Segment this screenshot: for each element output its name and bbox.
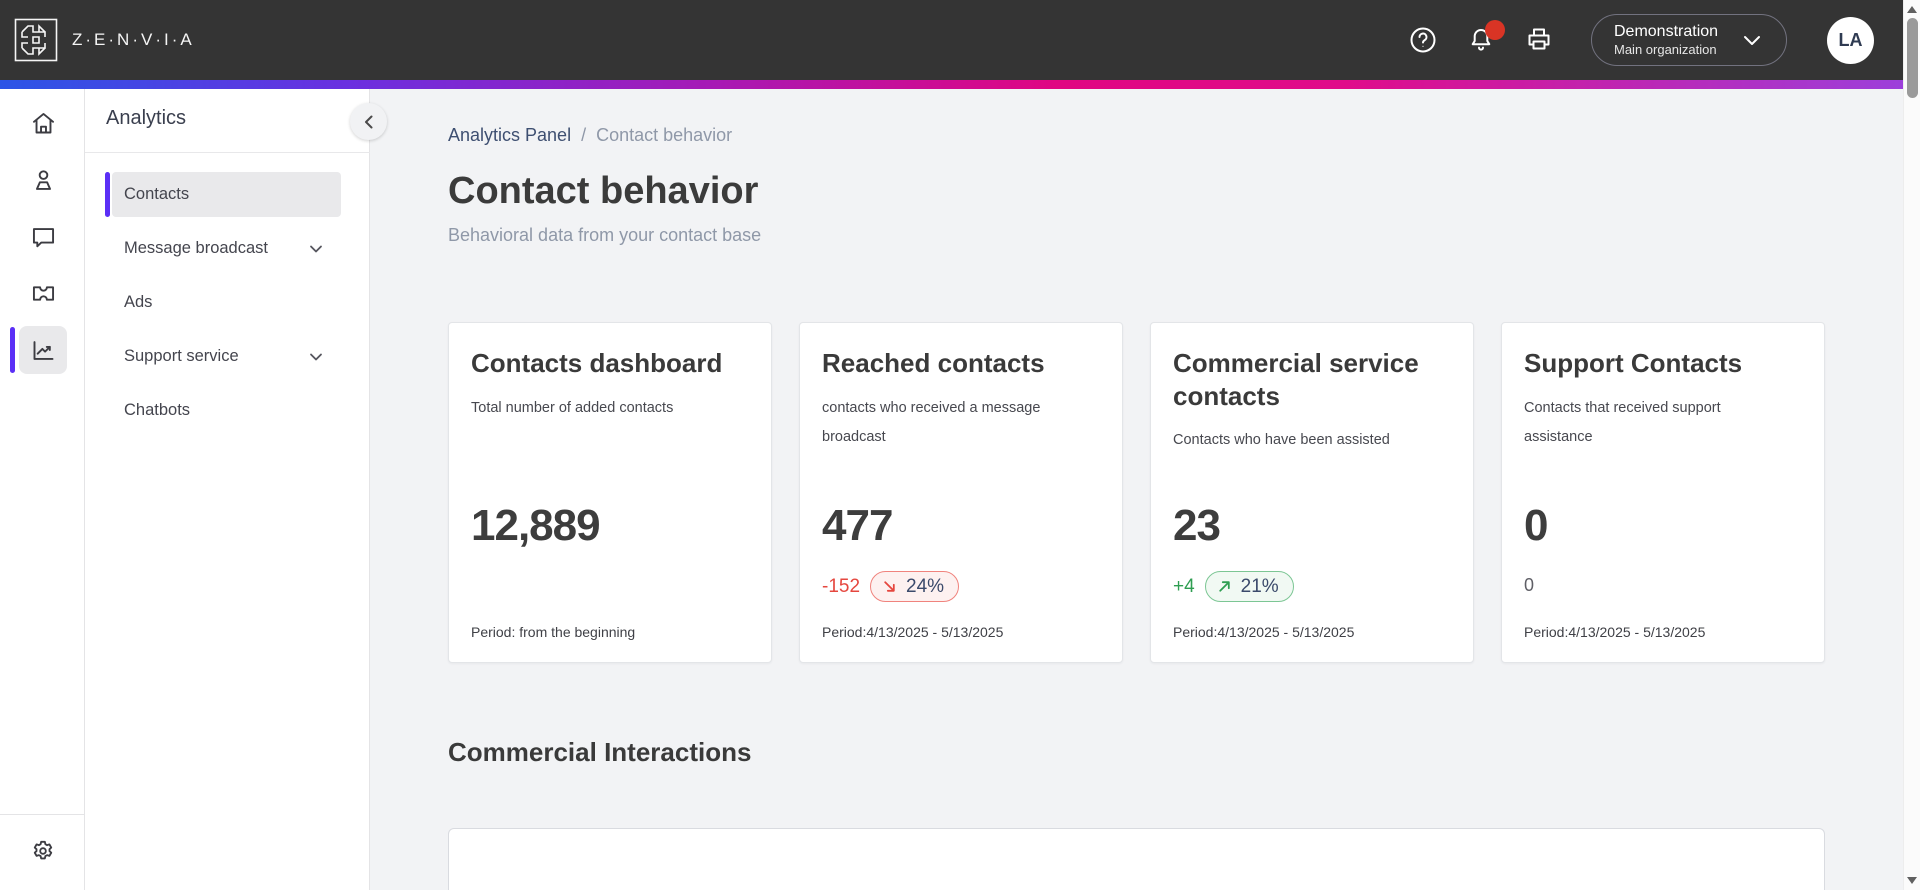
trend-badge: 21% [1204, 571, 1294, 602]
line-chart-icon [33, 340, 53, 360]
card-period: Period: from the beginning [471, 624, 636, 640]
organization-switcher[interactable]: Demonstration Main organization [1591, 14, 1787, 66]
rail-item-settings[interactable] [19, 827, 67, 875]
panel-item-label: Contacts [124, 185, 190, 203]
panel-nav: Contacts Message broadcast Ads Support s… [85, 172, 370, 442]
chevron-down-icon [310, 245, 322, 253]
panel-item-support-service[interactable]: Support service [112, 334, 341, 379]
card-delta-row: -152 24% [822, 571, 960, 602]
panel-item-label: Chatbots [124, 401, 191, 419]
card-title: Support Contacts [1524, 348, 1743, 378]
chevron-left-icon [364, 115, 372, 128]
help-icon [1410, 27, 1436, 53]
trend-up-icon [1218, 581, 1230, 592]
delta-value: +4 [1173, 575, 1195, 597]
zenvia-logo-icon [14, 18, 58, 62]
collapse-panel-button[interactable] [350, 103, 387, 140]
trend-badge: 24% [870, 571, 960, 602]
print-button[interactable] [1517, 18, 1561, 62]
card-contacts-dashboard: Contacts dashboard Total number of added… [448, 322, 772, 663]
organization-name: Demonstration [1614, 22, 1719, 40]
rail-item-conversations[interactable] [19, 213, 67, 261]
panel-item-label: Support service [124, 347, 239, 365]
printer-icon [1528, 28, 1550, 50]
breadcrumb-current: Contact behavior [596, 125, 733, 145]
commercial-interactions-card [448, 828, 1825, 890]
card-reached-contacts: Reached contacts contacts who received a… [799, 322, 1123, 663]
card-delta-row: +4 21% [1173, 571, 1294, 602]
page-scrollbar[interactable] [1903, 0, 1920, 890]
rail-divider [0, 814, 85, 815]
card-value: 477 [822, 501, 893, 550]
scrollbar-up-arrow[interactable] [1907, 6, 1917, 13]
page-subtitle: Behavioral data from your contact base [448, 225, 762, 245]
trend-percent: 24% [906, 575, 945, 597]
card-period: Period:4/13/2025 - 5/13/2025 [822, 624, 1004, 640]
chat-bubble-icon [32, 227, 54, 247]
organization-subtitle: Main organization [1614, 41, 1717, 57]
rail-item-contacts[interactable] [19, 156, 67, 204]
card-description: contacts who received a message broadcas… [822, 399, 1041, 445]
help-button[interactable] [1401, 18, 1445, 62]
trend-percent: 21% [1240, 575, 1279, 597]
card-description: Contacts who have been assisted [1173, 432, 1390, 448]
section-title-commercial-interactions: Commercial Interactions [448, 737, 752, 767]
page-title: Contact behavior [448, 170, 759, 212]
brand-gradient-bar [0, 80, 1920, 89]
person-icon [35, 169, 51, 190]
card-period: Period:4/13/2025 - 5/13/2025 [1524, 624, 1706, 640]
card-support-contacts: Support Contacts Contacts that received … [1501, 322, 1825, 663]
card-description: Contacts that received support assistanc… [1524, 399, 1721, 445]
card-value: 12,889 [471, 501, 601, 550]
chevron-down-icon [310, 353, 322, 361]
stat-cards-row: Contacts dashboard Total number of added… [448, 322, 1825, 663]
ticket-icon [32, 285, 54, 301]
trend-down-icon [884, 581, 895, 592]
card-title: Commercial service contacts [1173, 348, 1419, 411]
panel-item-message-broadcast[interactable]: Message broadcast [112, 226, 341, 271]
notification-badge [1485, 20, 1505, 40]
panel-item-ads[interactable]: Ads [112, 280, 341, 325]
main-content: Analytics Panel / Contact behavior Conta… [370, 89, 1920, 890]
rail-item-tickets[interactable] [19, 269, 67, 317]
active-rail-indicator [10, 327, 15, 373]
panel-divider [85, 152, 370, 153]
card-title: Reached contacts [822, 348, 1045, 378]
bell-icon [1471, 29, 1491, 51]
analytics-panel: Analytics Contacts Message broadcast Ads… [85, 89, 387, 890]
scrollbar-down-arrow[interactable] [1907, 877, 1917, 884]
breadcrumb-separator: / [581, 125, 587, 145]
card-period: Period:4/13/2025 - 5/13/2025 [1173, 624, 1355, 640]
breadcrumb-analytics-panel[interactable]: Analytics Panel [448, 125, 572, 145]
card-title: Contacts dashboard [471, 348, 723, 378]
panel-title: Analytics [106, 107, 187, 129]
top-bar: Z·E·N·V·I·A Demonstration Main organizat… [0, 0, 1920, 80]
delta-value: -152 [822, 575, 861, 597]
home-icon [32, 112, 54, 133]
gear-icon [33, 840, 53, 860]
brand-name: Z·E·N·V·I·A [72, 30, 195, 49]
card-value: 23 [1173, 501, 1221, 550]
chevron-down-icon [1744, 36, 1761, 45]
notifications-button[interactable] [1459, 18, 1505, 62]
card-value: 0 [1524, 501, 1549, 550]
rail-item-home[interactable] [19, 99, 67, 147]
panel-item-chatbots[interactable]: Chatbots [112, 388, 341, 433]
nav-rail [0, 89, 85, 890]
panel-item-contacts[interactable]: Contacts [105, 172, 341, 217]
card-description: Total number of added contacts [471, 399, 674, 416]
card-secondary-value: 0 [1524, 575, 1535, 595]
user-avatar[interactable]: LA [1827, 16, 1874, 64]
card-commercial-service-contacts: Commercial service contacts Contacts who… [1150, 322, 1474, 663]
breadcrumb: Analytics Panel / Contact behavior [448, 125, 1825, 146]
active-item-indicator [105, 172, 110, 217]
scrollbar-thumb[interactable] [1906, 18, 1918, 98]
rail-item-analytics[interactable] [19, 326, 67, 374]
brand-logo[interactable]: Z·E·N·V·I·A [14, 18, 195, 62]
panel-item-label: Message broadcast [124, 239, 268, 257]
panel-item-label: Ads [124, 293, 153, 311]
avatar-initials: LA [1838, 29, 1863, 50]
